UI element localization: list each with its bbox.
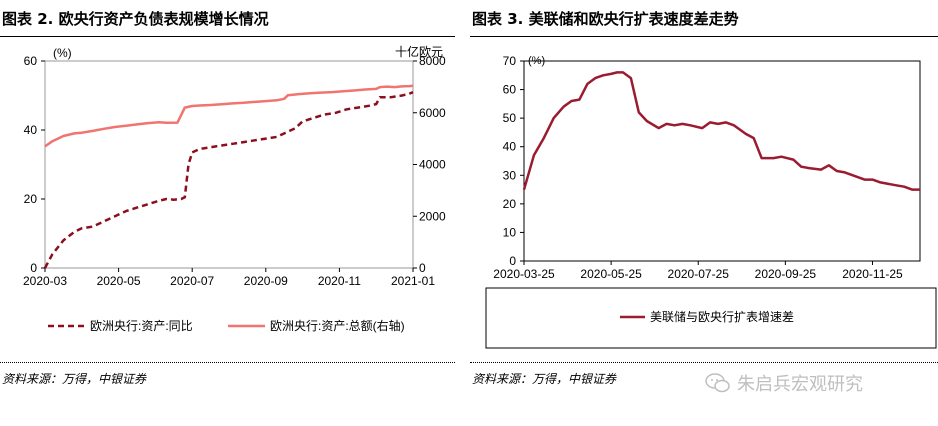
right-y-tick-label: 0 bbox=[419, 261, 426, 275]
x-tick-label: 2021-01 bbox=[391, 274, 435, 288]
right-legend-label: 美联储与欧央行扩表增速差 bbox=[650, 309, 794, 324]
right-source: 资料来源：万得，中银证券 bbox=[472, 372, 617, 386]
right-y-tick-label: 20 bbox=[503, 197, 517, 211]
right-axis-unit-label: 十亿欧元 bbox=[395, 44, 443, 59]
right-plot-frame bbox=[523, 60, 921, 262]
right-y-tick-label: 4000 bbox=[419, 158, 446, 172]
right-x-tick-label: 2020-11-25 bbox=[842, 267, 903, 281]
series-line-0 bbox=[43, 90, 414, 269]
right-panel: 图表 3. 美联储和欧央行扩表速度差走势 (%) 0 10 20 30 40 50 60 70 2… bbox=[470, 0, 938, 426]
right-unit-label: (%) bbox=[528, 55, 545, 67]
right-y-tick-label: 30 bbox=[503, 168, 517, 182]
x-tick-label: 2020-05 bbox=[97, 274, 141, 288]
legend-label-1: 欧洲央行:资产:总额(右轴) bbox=[270, 318, 405, 333]
left-y-tick-label: 40 bbox=[24, 123, 38, 137]
left-y-tick-label: 0 bbox=[30, 261, 37, 275]
watermark-text: 朱启兵宏观研究 bbox=[737, 374, 863, 395]
right-y-tick-label: 50 bbox=[503, 111, 517, 125]
left-source: 资料来源：万得，中银证券 bbox=[2, 372, 147, 386]
right-x-tick-label: 2020-05-25 bbox=[580, 267, 642, 281]
left-chart-title: 图表 2. 欧央行资产负债表规模增长情况 bbox=[2, 10, 269, 28]
right-y-tick-label: 10 bbox=[503, 225, 517, 239]
right-x-tick-label: 2020-07-25 bbox=[668, 267, 730, 281]
left-chart: (%) 十亿欧元 0 20 40 60 0 2000 4000 6000 8000 2020-03 20… bbox=[23, 44, 446, 333]
left-plot-frame bbox=[44, 60, 414, 269]
right-y-tick-label: 40 bbox=[503, 140, 517, 154]
left-y-tick-label: 20 bbox=[24, 192, 38, 206]
left-title-rule bbox=[0, 36, 455, 37]
left-panel: 图表 2. 欧央行资产负债表规模增长情况 (%) 十亿欧元 0 20 40 60 0 2000… bbox=[0, 0, 455, 426]
right-y-tick-label: 8000 bbox=[419, 54, 446, 68]
right-series-line bbox=[522, 71, 920, 191]
right-y-tick-label: 6000 bbox=[419, 106, 446, 120]
right-y-tick-label: 0 bbox=[509, 254, 516, 268]
x-tick-label: 2020-03 bbox=[23, 274, 67, 288]
x-tick-label: 2020-11 bbox=[318, 274, 361, 288]
left-y-tick-label: 60 bbox=[24, 54, 38, 68]
x-tick-label: 2020-07 bbox=[170, 274, 214, 288]
right-title-rule bbox=[470, 36, 938, 37]
right-chart-title: 图表 3. 美联储和欧央行扩表速度差走势 bbox=[472, 10, 739, 28]
left-source-rule bbox=[0, 362, 455, 363]
right-source-rule bbox=[470, 362, 938, 363]
right-legend-box bbox=[485, 287, 937, 349]
right-y-tick-label: 2000 bbox=[419, 209, 446, 223]
right-y-tick-label: 70 bbox=[503, 54, 517, 68]
left-unit-label: (%) bbox=[53, 46, 72, 60]
series-line-1 bbox=[44, 84, 414, 148]
wechat-icon bbox=[705, 373, 730, 393]
x-tick-label: 2020-09 bbox=[244, 274, 288, 288]
right-x-tick-label: 2020-03-25 bbox=[493, 267, 555, 281]
right-chart: (%) 0 10 20 30 40 50 60 70 2020-03-25 2020-05-25 20… bbox=[485, 54, 937, 349]
right-x-tick-label: 2020-09-25 bbox=[755, 267, 817, 281]
watermark: 朱启兵宏观研究 bbox=[705, 372, 863, 395]
right-y-tick-label: 60 bbox=[503, 83, 517, 97]
legend-label-0: 欧洲央行:资产:同比 bbox=[90, 319, 193, 333]
